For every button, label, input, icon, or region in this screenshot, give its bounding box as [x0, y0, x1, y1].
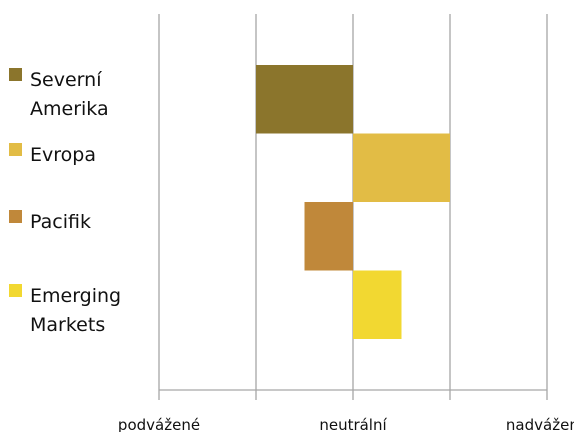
- legend: Severní Amerika Evropa Pacifik Emerging Marke…: [9, 68, 121, 336]
- legend-item-severni-amerika: Severní Amerika: [9, 68, 109, 120]
- legend-swatch: [9, 68, 22, 81]
- legend-item-pacifik: Pacifik: [9, 210, 91, 233]
- bar-severni-amerika: [256, 65, 353, 134]
- bar-evropa: [353, 133, 450, 202]
- x-axis: podvážené neutrální nadvážené: [118, 389, 574, 432]
- legend-label: Pacifik: [30, 211, 91, 233]
- x-tick-label: nadvážené: [506, 416, 574, 432]
- legend-swatch: [9, 284, 22, 297]
- legend-label: Evropa: [30, 144, 96, 166]
- legend-label: Markets: [30, 314, 105, 336]
- legend-label: Emerging: [30, 285, 121, 307]
- legend-swatch: [9, 143, 22, 156]
- x-tick-label: podvážené: [118, 416, 200, 432]
- bar-emerging-markets: [353, 270, 402, 339]
- legend-label: Amerika: [30, 98, 109, 120]
- bars: [256, 65, 450, 339]
- legend-item-emerging-markets: Emerging Markets: [9, 284, 121, 336]
- bar-pacifik: [304, 202, 353, 271]
- legend-label: Severní: [30, 69, 102, 91]
- legend-swatch: [9, 210, 22, 223]
- legend-item-evropa: Evropa: [9, 143, 96, 166]
- x-tick-label: neutrální: [319, 416, 387, 432]
